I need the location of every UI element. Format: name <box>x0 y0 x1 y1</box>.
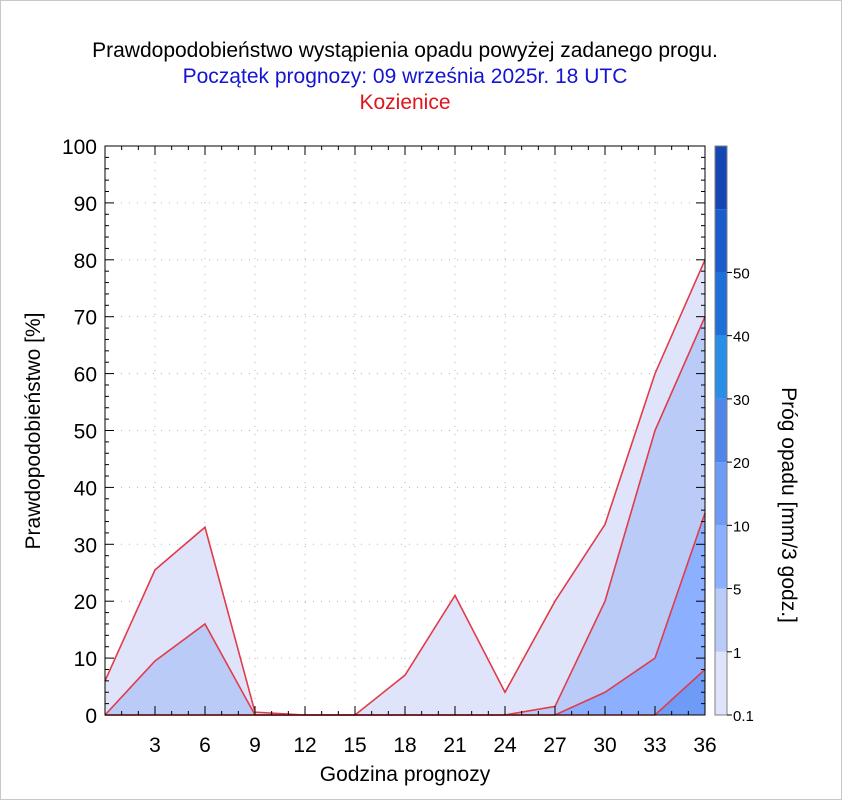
x-tick-label: 33 <box>643 734 666 757</box>
x-tick-label: 3 <box>149 734 161 757</box>
colorbar-label: 5 <box>733 582 741 599</box>
x-tick-label: 9 <box>249 734 261 757</box>
y-tick-label: 80 <box>74 250 97 273</box>
colorbar-title: Próg opadu [mm/3 godz.] <box>777 387 800 623</box>
y-tick-label: 70 <box>74 307 97 330</box>
colorbar-segment <box>715 588 727 652</box>
x-tick-label: 6 <box>199 734 211 757</box>
colorbar-segment <box>715 146 727 210</box>
y-tick-label: 0 <box>85 705 97 728</box>
colorbar: 0.1 1 5 10 20 30 40 50 <box>714 145 754 725</box>
colorbar-label: 0.1 <box>733 708 754 725</box>
x-tick-label: 36 <box>693 734 716 757</box>
colorbar-segment <box>715 525 727 589</box>
x-tick-label: 24 <box>493 734 517 757</box>
x-axis-ticks: 3 6 9 12 15 18 21 24 27 30 33 36 <box>104 146 717 757</box>
x-tick-label: 21 <box>443 734 466 757</box>
colorbar-segment <box>715 651 727 715</box>
chart-title: Prawdopodobieństwo wystąpienia opadu pow… <box>92 39 718 62</box>
colorbar-segment <box>715 209 727 273</box>
y-tick-label: 30 <box>74 534 97 557</box>
colorbar-segment <box>715 335 727 399</box>
x-tick-label: 27 <box>543 734 566 757</box>
y-tick-label: 50 <box>74 421 97 444</box>
x-tick-label: 15 <box>343 734 366 757</box>
y-tick-label: 90 <box>74 193 97 216</box>
title-block: Prawdopodobieństwo wystąpienia opadu pow… <box>0 38 810 116</box>
chart-subtitle: Początek prognozy: 09 września 2025r. 18… <box>182 65 628 88</box>
x-tick-label: 12 <box>293 734 316 757</box>
colorbar-label: 20 <box>733 455 750 472</box>
y-axis-ticks: 0 10 20 30 40 50 60 70 80 90 100 <box>62 136 705 728</box>
colorbar-label: 40 <box>733 329 750 346</box>
colorbar-segment <box>715 462 727 526</box>
y-tick-label: 60 <box>74 364 97 387</box>
area-threshold-5 <box>105 513 705 715</box>
x-tick-label: 30 <box>593 734 616 757</box>
colorbar-border <box>714 145 728 716</box>
location-label: Kozienice <box>359 91 451 114</box>
x-axis-title: Godzina prognozy <box>320 763 491 786</box>
colorbar-segment <box>715 272 727 336</box>
y-tick-label: 40 <box>74 477 97 500</box>
colorbar-label: 50 <box>733 265 750 282</box>
series-line-0.1 <box>104 259 706 716</box>
y-tick-label: 20 <box>74 591 97 614</box>
colorbar-label: 30 <box>733 392 750 409</box>
y-axis-title: Prawdopodobieństwo [%] <box>22 313 45 550</box>
y-tick-label: 100 <box>62 136 97 159</box>
colorbar-label: 1 <box>733 645 741 662</box>
x-tick-label: 18 <box>393 734 416 757</box>
colorbar-segment <box>715 398 727 463</box>
y-tick-label: 10 <box>74 648 97 671</box>
colorbar-label: 10 <box>733 518 750 535</box>
